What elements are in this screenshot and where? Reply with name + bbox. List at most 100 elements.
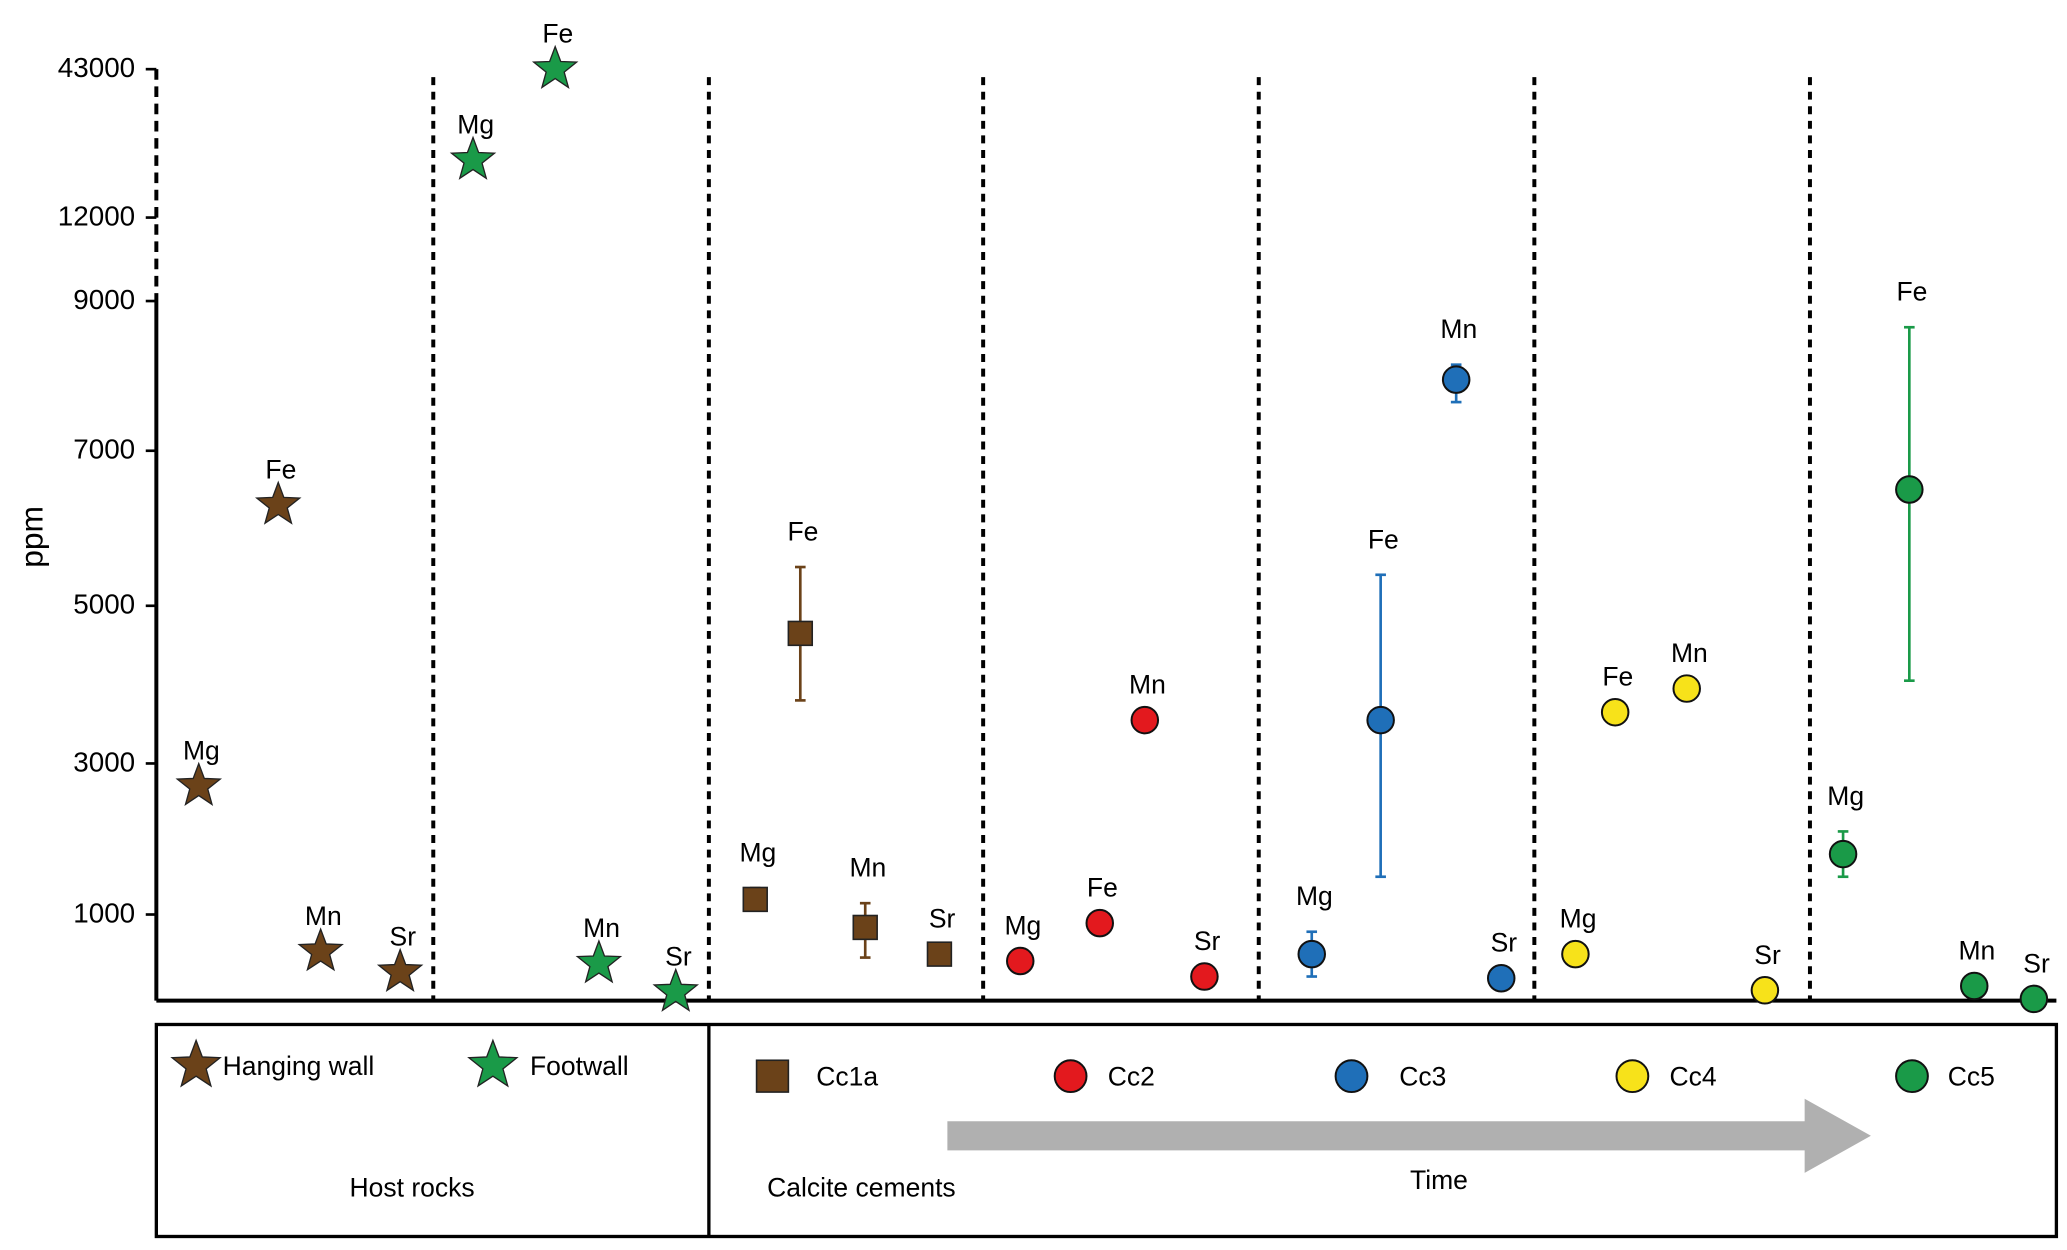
data-point-fe (1085, 908, 1114, 938)
data-point-sr (926, 941, 953, 967)
time-arrow (947, 1098, 1871, 1173)
legend-label: Cc1a (816, 1061, 878, 1091)
point-label: Mg (1004, 911, 1041, 941)
legend: Host rocks Calcite cements Time Hanging … (154, 1022, 2059, 1239)
data-point-mg (175, 761, 223, 806)
legend-star-icon (467, 1038, 519, 1088)
group-cc5: Mg Fe Mn Sr (1827, 277, 2050, 1014)
point-label: Sr (2023, 948, 2050, 978)
group-hanging-wall: Mg Fe Mn Sr (175, 455, 424, 992)
legend-label: Cc4 (1669, 1061, 1716, 1091)
y-tick-label: 43000 (58, 52, 135, 83)
y-axis: 1000 3000 5000 7000 9000 12000 43000 (58, 52, 2057, 1003)
legend-label: Hanging wall (223, 1051, 375, 1081)
data-point-sr (1750, 976, 1780, 1005)
point-label: Fe (1897, 277, 1928, 307)
data-point-mg (1297, 939, 1326, 969)
y-axis-label: ppm (13, 506, 49, 568)
point-label: Sr (929, 904, 956, 934)
point-label: Mg (1560, 904, 1597, 934)
point-label: Mn (583, 913, 620, 943)
data-point-mn (1672, 674, 1701, 703)
data-point-fe (1600, 697, 1630, 727)
point-label: Mg (1296, 881, 1333, 911)
legend-item: Cc4 (1615, 1059, 1717, 1094)
data-point-sr (1190, 962, 1219, 991)
legend-star-icon (170, 1038, 222, 1088)
legend-item: Cc3 (1334, 1059, 1446, 1094)
data-points: Mg Fe Mn Sr Mg Fe Mn Sr Mg Fe Mn Sr Mg Fe Mn Sr Mg Fe Mn Sr… (175, 19, 2050, 1014)
data-point-sr (652, 967, 700, 1012)
data-point-mn (1130, 705, 1160, 735)
point-label: Mg (183, 736, 220, 766)
point-label: Sr (390, 922, 417, 952)
data-point-mn (575, 939, 623, 984)
legend-item: Cc5 (1895, 1059, 1995, 1094)
data-point-mg (1006, 946, 1035, 976)
point-label: Mn (1129, 670, 1166, 700)
point-label: Fe (265, 455, 296, 485)
legend-label: Footwall (530, 1051, 629, 1081)
group-cc3: Mg Fe Mn Sr (1296, 314, 1518, 993)
data-point-fe (1366, 705, 1395, 735)
legend-host-rocks-label: Host rocks (349, 1173, 474, 1203)
point-label: Fe (1087, 873, 1118, 903)
y-tick-label: 12000 (58, 201, 135, 232)
data-point-mn (852, 914, 878, 941)
group-cc2: Mg Fe Mn Sr (1004, 670, 1221, 991)
point-label: Mn (1671, 638, 1708, 668)
point-label: Mn (849, 853, 886, 883)
data-point-sr (376, 947, 424, 992)
group-cc4: Mg Fe Mn Sr (1560, 638, 1781, 1005)
point-label: Sr (665, 942, 692, 972)
legend-item: Footwall (467, 1038, 629, 1088)
group-dividers (431, 77, 1812, 1001)
data-point-mg (742, 886, 768, 913)
point-label: Sr (1194, 926, 1221, 956)
point-label: Sr (1491, 928, 1518, 958)
legend-circle-icon (1615, 1059, 1650, 1094)
legend-circle-icon (1334, 1059, 1369, 1094)
data-point-mg (1828, 839, 1858, 869)
point-label: Mg (1827, 781, 1864, 811)
data-point-fe (254, 480, 302, 525)
y-tick-label: 9000 (73, 284, 135, 315)
y-tick-label: 7000 (73, 434, 135, 465)
legend-circle-icon (1053, 1059, 1088, 1094)
point-label: Fe (1602, 662, 1633, 692)
data-point-sr (2019, 984, 2049, 1014)
point-label: Fe (787, 517, 818, 547)
group-footwall: Mg Fe Mn Sr (449, 19, 700, 1012)
legend-item: Cc1a (755, 1059, 878, 1093)
data-point-fe (1895, 475, 1924, 504)
y-tick-label: 1000 (73, 897, 135, 928)
point-label: Mn (1440, 314, 1477, 344)
legend-label: Cc5 (1948, 1061, 1995, 1091)
legend-item: Cc2 (1053, 1059, 1155, 1094)
legend-time-label: Time (1410, 1165, 1468, 1195)
legend-calcite-cements-label: Calcite cements (767, 1173, 956, 1203)
data-point-mn (1441, 365, 1471, 394)
legend-circle-icon (1895, 1059, 1929, 1094)
y-tick-label: 3000 (73, 746, 135, 777)
point-label: Mg (739, 838, 776, 868)
point-label: Mg (457, 110, 494, 140)
point-label: Fe (1368, 524, 1399, 554)
group-cc1a: Mg Fe Mn Sr (739, 517, 956, 967)
data-point-fe (531, 44, 579, 89)
legend-box (154, 1022, 2059, 1239)
data-point-mn (297, 927, 344, 972)
legend-label: Cc2 (1108, 1061, 1155, 1091)
data-point-mn (1960, 971, 1989, 1001)
data-point-mg (449, 135, 497, 180)
point-label: Fe (542, 19, 573, 49)
point-label: Mn (305, 901, 342, 931)
data-point-fe (787, 620, 814, 647)
point-label: Sr (1754, 940, 1781, 970)
point-label: Mn (1958, 935, 1995, 965)
legend-label: Cc3 (1399, 1061, 1446, 1091)
legend-item: Hanging wall (170, 1038, 375, 1088)
data-point-mg (1561, 939, 1590, 969)
legend-square-icon (755, 1059, 790, 1093)
